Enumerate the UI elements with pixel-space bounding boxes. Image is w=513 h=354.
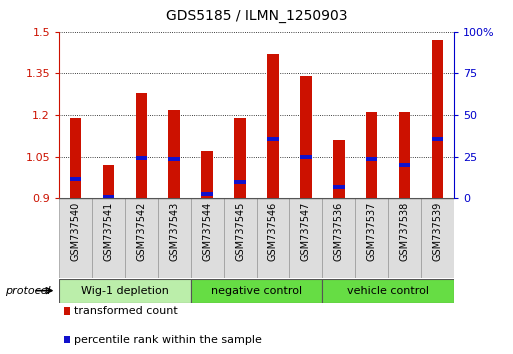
Bar bbox=[202, 151, 213, 198]
Text: GSM737539: GSM737539 bbox=[432, 201, 443, 261]
Text: GSM737537: GSM737537 bbox=[367, 201, 377, 261]
Text: GSM737540: GSM737540 bbox=[70, 201, 81, 261]
Bar bbox=[234, 118, 246, 198]
Bar bbox=[300, 76, 311, 198]
Bar bbox=[366, 158, 378, 161]
Text: GSM737547: GSM737547 bbox=[301, 201, 311, 261]
Bar bbox=[135, 156, 147, 160]
Text: GSM737546: GSM737546 bbox=[268, 201, 278, 261]
Text: negative control: negative control bbox=[211, 286, 302, 296]
Bar bbox=[399, 163, 410, 167]
Text: vehicle control: vehicle control bbox=[347, 286, 429, 296]
Text: GDS5185 / ILMN_1250903: GDS5185 / ILMN_1250903 bbox=[166, 9, 347, 23]
Bar bbox=[103, 195, 114, 199]
Bar bbox=[168, 109, 180, 198]
Text: GSM737538: GSM737538 bbox=[400, 201, 409, 261]
Bar bbox=[267, 54, 279, 198]
Bar bbox=[70, 177, 81, 181]
Bar bbox=[300, 155, 311, 159]
Bar bbox=[202, 192, 213, 196]
Text: protocol: protocol bbox=[5, 286, 51, 296]
Bar bbox=[135, 93, 147, 198]
Bar bbox=[168, 158, 180, 161]
Text: GSM737536: GSM737536 bbox=[334, 201, 344, 261]
Bar bbox=[322, 198, 355, 278]
Text: GSM737545: GSM737545 bbox=[235, 201, 245, 261]
Text: transformed count: transformed count bbox=[74, 306, 177, 316]
Bar bbox=[421, 198, 454, 278]
Bar bbox=[432, 40, 443, 198]
Bar bbox=[432, 137, 443, 141]
Bar bbox=[125, 198, 158, 278]
Bar bbox=[388, 198, 421, 278]
Text: GSM737543: GSM737543 bbox=[169, 201, 179, 261]
Bar bbox=[322, 279, 454, 303]
Bar bbox=[158, 198, 191, 278]
Bar bbox=[92, 198, 125, 278]
Bar bbox=[366, 112, 378, 198]
Bar bbox=[333, 185, 345, 189]
Text: GSM737541: GSM737541 bbox=[104, 201, 113, 261]
Bar bbox=[191, 279, 322, 303]
Bar bbox=[399, 112, 410, 198]
Text: GSM737544: GSM737544 bbox=[202, 201, 212, 261]
Bar bbox=[103, 165, 114, 198]
Bar bbox=[234, 180, 246, 183]
Bar bbox=[333, 140, 345, 198]
Bar bbox=[59, 279, 191, 303]
Bar bbox=[224, 198, 256, 278]
Text: percentile rank within the sample: percentile rank within the sample bbox=[74, 335, 262, 344]
Text: Wig-1 depletion: Wig-1 depletion bbox=[81, 286, 169, 296]
Bar bbox=[191, 198, 224, 278]
Text: GSM737542: GSM737542 bbox=[136, 201, 146, 261]
Bar bbox=[70, 118, 81, 198]
Bar bbox=[267, 137, 279, 141]
Bar bbox=[289, 198, 322, 278]
Bar bbox=[355, 198, 388, 278]
Bar bbox=[59, 198, 92, 278]
Bar bbox=[256, 198, 289, 278]
